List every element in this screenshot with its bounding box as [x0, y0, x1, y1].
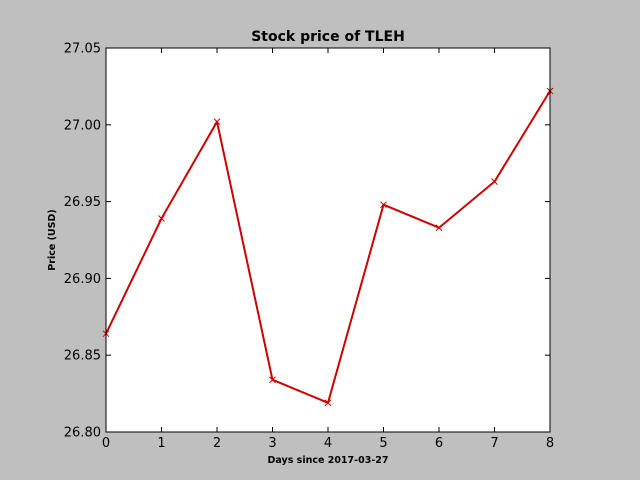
data-point-marker: [324, 399, 332, 407]
y-tick-label: 26.95: [64, 195, 101, 210]
x-tick-label: 8: [546, 436, 554, 451]
x-tick-label: 1: [157, 436, 165, 451]
data-series: [102, 87, 554, 407]
data-point-marker: [213, 118, 221, 126]
y-tick-label: 27.00: [64, 118, 101, 133]
x-tick-label: 4: [324, 436, 332, 451]
x-axis: 0 1 2 3 4 5 6 7 8: [102, 48, 554, 451]
plot-frame: [105, 47, 551, 433]
x-tick-label: 5: [379, 436, 387, 451]
plot-area: [106, 48, 550, 432]
y-tick-label: 27.05: [64, 42, 101, 57]
x-tick-label: 7: [490, 436, 498, 451]
x-axis-label: Days since 2017-03-27: [268, 455, 389, 466]
y-tick-label: 26.80: [64, 426, 101, 441]
y-tick-label: 26.85: [64, 349, 101, 364]
x-tick-label: 3: [268, 436, 276, 451]
y-axis-label: Price (USD): [47, 209, 58, 270]
data-point-marker: [380, 201, 387, 209]
data-point-marker: [269, 376, 276, 384]
data-point-marker: [158, 215, 165, 222]
x-tick-label: 6: [435, 436, 443, 451]
y-tick-label: 26.90: [64, 272, 101, 287]
data-point-marker: [491, 178, 498, 185]
data-point-marker: [435, 224, 443, 232]
x-tick-label: 0: [102, 436, 110, 451]
x-tick-label: 2: [213, 436, 221, 451]
chart-title: Stock price of TLEH: [251, 29, 405, 45]
